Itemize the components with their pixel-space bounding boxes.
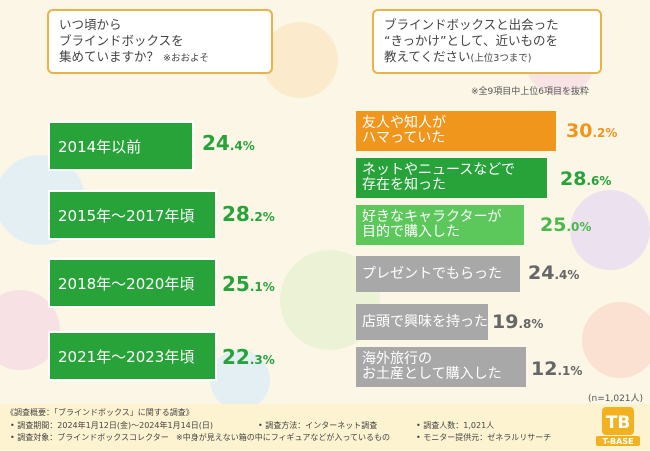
right-bar-0: 友人や知人が ハマっていた [356, 111, 556, 151]
left-label-3: 2021年～2023年頃 [58, 347, 195, 366]
logo-text: T-BASE [602, 437, 633, 446]
right-chart-note: ※全9項目中上位6項目を抜粋 [471, 87, 589, 97]
question-right-box: ブラインドボックスと出会った “きっかけ”として、近いものを 教えてください(上… [372, 9, 602, 74]
right-label-5b: お土産として購入した [362, 366, 502, 382]
right-value-0-int: 30 [566, 120, 593, 142]
right-value-2: 25.0% [540, 214, 591, 236]
right-bar-1: ネットやニュースなどで 存在を知った [356, 158, 547, 198]
right-label-5a: 海外旅行の [362, 351, 432, 367]
right-value-1-int: 28 [560, 168, 587, 190]
right-value-4-int: 19 [492, 311, 519, 333]
right-label-1a: ネットやニュースなどで [362, 162, 516, 178]
right-value-2-int: 25 [540, 214, 567, 236]
left-value-2-dec: .1% [249, 280, 275, 294]
right-value-3-dec: .4% [554, 268, 580, 282]
right-bar-5: 海外旅行の お土産として購入した [356, 347, 526, 387]
tbase-logo: TB T-BASE [596, 405, 640, 447]
right-label-1b: 存在を知った [362, 177, 446, 193]
footer-count: • 調査人数：1,021人 [416, 421, 495, 430]
question-left-line1: いつ頃から [59, 17, 122, 32]
left-value-1: 28.2% [222, 202, 275, 226]
question-left-box: いつ頃から ブラインドボックスを 集めていますか？ ※おおよそ [47, 9, 273, 74]
sample-size-note: (n=1,021人) [588, 394, 644, 404]
left-value-0-int: 24 [202, 131, 230, 155]
right-value-5-dec: .1% [557, 364, 583, 378]
question-right-line2: “きっかけ”として、近いものを [384, 33, 558, 48]
survey-footer: 《調査概要：「ブラインドボックス」に関する調査》 • 調査期間：2024年1月1… [0, 404, 650, 450]
footer-provider: • モニター提供元：ゼネラルリサーチ [416, 433, 552, 442]
left-label-0: 2014年以前 [58, 137, 142, 156]
question-left-line2: ブラインドボックスを [59, 33, 184, 48]
question-right-line1: ブラインドボックスと出会った [384, 17, 559, 32]
left-value-3-dec: .3% [249, 353, 275, 367]
left-value-2: 25.1% [222, 272, 275, 296]
right-value-3: 24.4% [528, 262, 579, 284]
left-bar-1: 2015年～2017年頃 [48, 190, 217, 240]
right-value-0-dec: .2% [592, 126, 618, 140]
right-bar-4: 店頭で興味を持った [356, 304, 488, 340]
left-value-1-int: 28 [222, 202, 250, 226]
right-label-2b: 目的で購入した [362, 224, 460, 240]
left-label-1: 2015年～2017年頃 [58, 206, 195, 225]
left-value-2-int: 25 [222, 272, 250, 296]
right-value-2-dec: .0% [566, 220, 592, 234]
right-value-0: 30.2% [566, 120, 617, 142]
left-label-2: 2018年～2020年頃 [58, 274, 195, 293]
right-label-0b: ハマっていた [362, 130, 446, 146]
right-value-3-int: 24 [528, 262, 555, 284]
right-label-0a: 友人や知人が [362, 115, 446, 131]
left-bar-0: 2014年以前 [48, 121, 194, 171]
left-value-3: 22.3% [222, 345, 275, 369]
footer-method: • 調査方法：インターネット調査 [258, 421, 378, 430]
logo-mark: TB [606, 413, 631, 433]
footer-target-note: ※中身が見えない箱の中にフィギュアなどが入っているもの [176, 433, 390, 442]
question-left-line3: 集めていますか？ [59, 49, 160, 64]
right-value-4: 19.8% [492, 311, 543, 333]
right-value-5-int: 12 [531, 358, 558, 380]
right-value-4-dec: .8% [518, 317, 544, 331]
footer-period: • 調査期間：2024年1月12日(金)～2024年1月14日(日) [10, 421, 214, 430]
right-value-5: 12.1% [531, 358, 582, 380]
footer-title: 《調査概要：「ブラインドボックス」に関する調査》 [6, 408, 194, 417]
right-bar-2: 好きなキャラクターが 目的で購入した [356, 205, 524, 245]
right-label-2a: 好きなキャラクターが [362, 209, 502, 225]
footer-target: • 調査対象：ブラインドボックスコレクター [10, 433, 169, 442]
right-value-1-dec: .6% [586, 174, 612, 188]
left-value-3-int: 22 [222, 345, 250, 369]
right-bar-3: プレゼントでもらった [356, 256, 520, 292]
left-value-1-dec: .2% [249, 210, 275, 224]
question-right-line3: 教えてください [384, 49, 471, 64]
right-label-4: 店頭で興味を持った [362, 313, 488, 330]
left-bar-3: 2021年～2023年頃 [48, 331, 217, 381]
left-bar-2: 2018年～2020年頃 [48, 258, 217, 308]
right-label-3: プレゼントでもらった [362, 265, 502, 282]
left-value-0: 24.4% [202, 131, 255, 155]
question-right-note: (上位3つまで) [470, 53, 532, 64]
left-value-0-dec: .4% [229, 139, 255, 153]
right-value-1: 28.6% [560, 168, 611, 190]
question-left-note: ※おおよそ [163, 53, 209, 64]
